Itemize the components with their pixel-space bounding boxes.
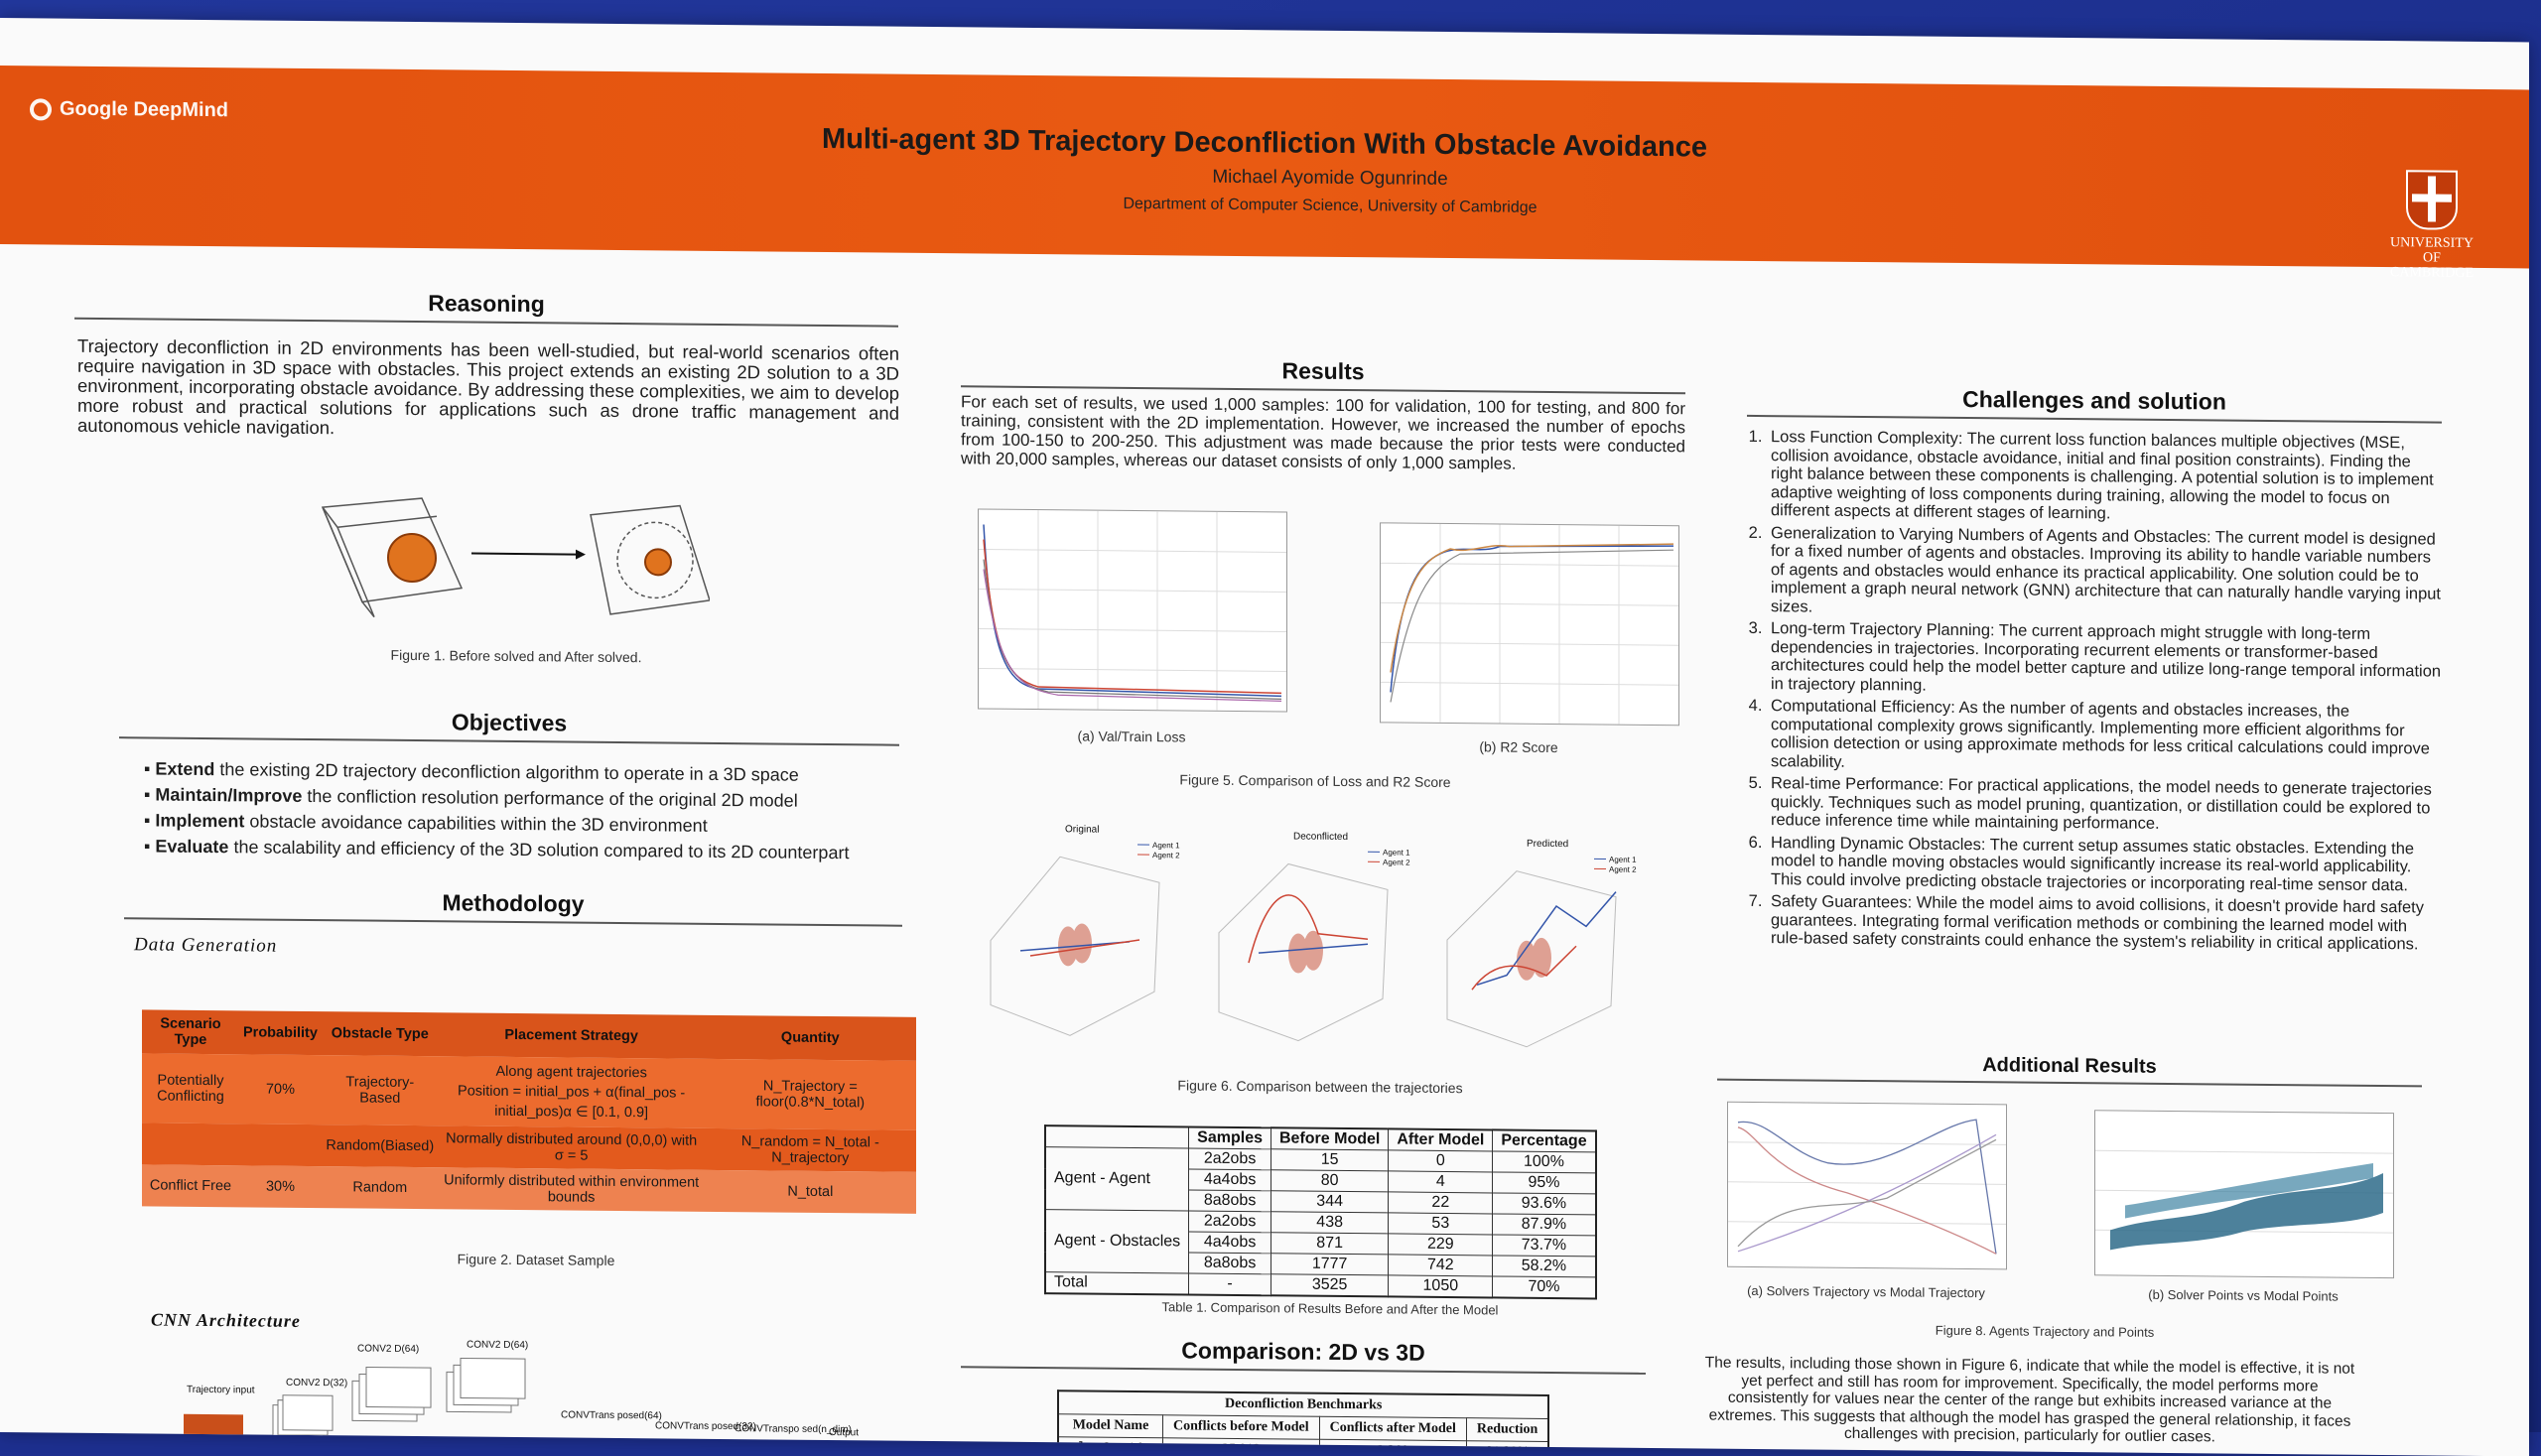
figure6-caption: Figure 6. Comparison between the traject… [1112,1077,1529,1097]
table-row: Potentially Conflicting 70% Trajectory-B… [142,1053,916,1129]
solver-trajectory-subcaption: (a) Solvers Trajectory vs Modal Trajecto… [1717,1283,2015,1301]
challenge-item: Long-term Trajectory Planning: The curre… [1767,619,2442,700]
figure8-caption: Figure 8. Agents Trajectory and Points [1886,1322,2204,1340]
challenge-item: Handling Dynamic Obstacles: The current … [1767,834,2442,895]
cnn-label: CONV2 D(64) [357,1343,419,1355]
comparison-heading: Comparison: 2D vs 3D [961,1335,1646,1375]
svg-text:Agent 2: Agent 2 [1383,858,1410,866]
university-line1: UNIVERSITY OF [2382,235,2481,266]
results-text: For each set of results, we used 1,000 s… [961,392,1685,474]
trajectory-plots: Original Deconflicted Predicted Agent 1 … [971,821,1666,1076]
traj-title: Original [1065,824,1099,835]
poster: Google DeepMind Multi-agent 3D Trajector… [0,18,2529,1456]
cambridge-logo: UNIVERSITY OF CAMBRIDGE [2382,170,2481,281]
cambridge-crest-icon [2406,170,2458,229]
r2-subcaption: (b) R2 Score [1419,738,1618,756]
challenge-item: Loss Function Complexity: The current lo… [1767,428,2442,526]
challenges-heading: Challenges and solution [1747,384,2442,424]
table1-caption: Table 1. Comparison of Results Before an… [1072,1298,1588,1318]
solver-points-subcaption: (b) Solver Points vs Modal Points [2084,1286,2402,1304]
table-row: Random(Biased) Normally distributed arou… [142,1123,916,1171]
cnn-diagram: Trajectory input CONV2 D(32) CONV2 D(64)… [179,1335,893,1451]
challenge-item: Real-time Performance: For practical app… [1767,774,2442,836]
dataset-table: Scenario Type Probability Obstacle Type … [142,1009,916,1213]
traj-title: Deconflicted [1293,832,1348,844]
results-table: Samples Before Model After Model Percent… [1044,1125,1597,1299]
challenge-item: Computational Efficiency: As the number … [1767,697,2442,777]
solver-points-chart [2094,1110,2394,1278]
loss-chart [978,508,1287,712]
r2-chart [1380,522,1679,726]
challenges-list: Loss Function Complexity: The current lo… [1747,428,2442,958]
reasoning-heading: Reasoning [74,287,898,328]
cnn-label: Output [829,1427,859,1438]
cnn-label: Trajectory input [187,1385,255,1396]
solver-trajectory-chart [1727,1102,2007,1270]
figure1-caption: Figure 1. Before solved and After solved… [298,646,735,666]
svg-text:Agent 1: Agent 1 [1609,856,1637,864]
challenge-item: Safety Guarantees: While the model aims … [1767,892,2442,954]
after-obstacle [645,549,671,575]
table-row: Conflict Free 30% Random Uniformly distr… [142,1164,916,1213]
cnn-heading: CNN Architecture [151,1309,301,1331]
methodology-heading: Methodology [124,886,902,927]
university-line2: CAMBRIDGE [2382,265,2481,281]
data-generation-heading: Data Generation [134,934,277,957]
figure2-caption: Figure 2. Dataset Sample [337,1250,735,1269]
reasoning-text: Trajectory deconfliction in 2D environme… [77,336,899,444]
additional-text: The results, including those shown in Fi… [1702,1354,2357,1447]
arrow [471,554,576,555]
objectives-heading: Objectives [119,706,899,746]
figure1-diagram [313,487,710,640]
loss-subcaption: (a) Val/Train Loss [1032,728,1231,745]
before-obstacle [388,534,436,582]
additional-heading: Additional Results [1717,1052,2422,1088]
figure5-caption: Figure 5. Comparison of Loss and R2 Scor… [1092,771,1538,791]
cnn-label: CONVTrans posed(64) [561,1409,662,1421]
dataset-table-header: Scenario Type Probability Obstacle Type … [142,1009,916,1060]
challenge-item: Generalization to Varying Numbers of Age… [1767,524,2442,622]
svg-text:Agent 2: Agent 2 [1609,865,1637,874]
objectives-list: Extend the existing 2D trajectory deconf… [144,755,918,865]
cnn-label: CONV2 D(32) [286,1378,347,1390]
svg-text:Agent 1: Agent 1 [1152,841,1180,850]
traj-title: Predicted [1527,839,1568,850]
results-heading: Results [961,354,1685,394]
cnn-label: CONV2 D(64) [467,1340,528,1352]
svg-text:Agent 1: Agent 1 [1383,848,1410,857]
svg-text:Agent 2: Agent 2 [1152,851,1180,860]
